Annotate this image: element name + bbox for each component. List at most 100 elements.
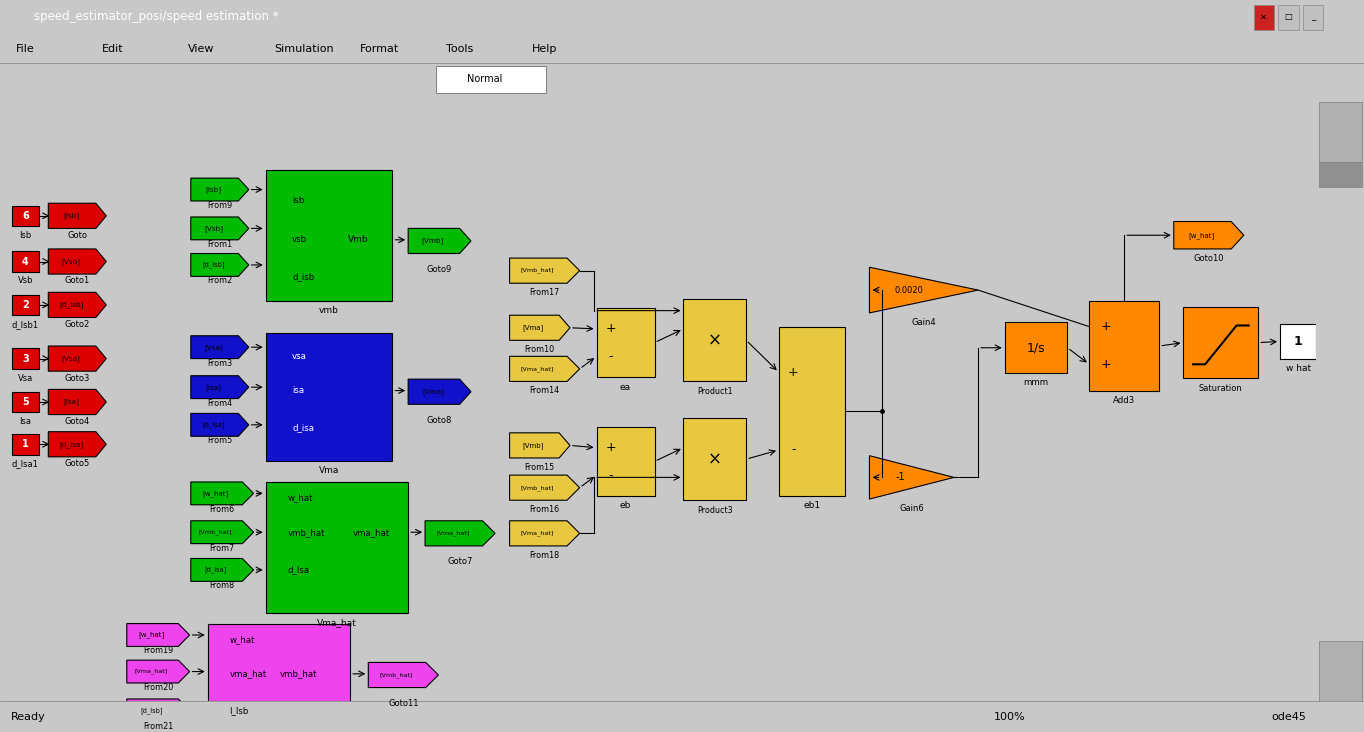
Polygon shape [869, 267, 978, 313]
Bar [12, 251, 38, 272]
Text: 5: 5 [22, 397, 29, 407]
Polygon shape [48, 292, 106, 318]
Bar [12, 348, 38, 369]
Polygon shape [368, 662, 438, 687]
Text: vmb: vmb [319, 306, 340, 315]
Text: 1: 1 [1294, 335, 1303, 348]
Polygon shape [426, 520, 495, 546]
Text: [Vma]: [Vma] [522, 324, 544, 331]
Polygon shape [48, 203, 106, 228]
Bar [1254, 5, 1274, 30]
Text: Vmb: Vmb [348, 235, 368, 244]
Text: Isa: Isa [19, 417, 31, 426]
Text: Goto5: Goto5 [64, 459, 90, 468]
Polygon shape [510, 433, 570, 458]
Bar [1319, 163, 1361, 187]
Polygon shape [510, 475, 580, 500]
Polygon shape [869, 456, 953, 499]
Text: Gain4: Gain4 [911, 318, 936, 326]
Text: From15: From15 [525, 463, 555, 471]
Text: Vsb: Vsb [18, 277, 33, 285]
Text: Simulation: Simulation [274, 44, 334, 54]
Text: Normal: Normal [466, 74, 502, 83]
Text: From5: From5 [207, 436, 232, 445]
Polygon shape [510, 356, 580, 381]
Text: 0.0020: 0.0020 [895, 285, 923, 294]
Text: [Vma]: [Vma] [421, 389, 443, 395]
Polygon shape [191, 414, 248, 436]
Text: [Vmb_hat]: [Vmb_hat] [199, 529, 232, 535]
Text: Gain6: Gain6 [899, 504, 923, 512]
Text: isb: isb [292, 196, 304, 206]
Text: [d_Isa]: [d_Isa] [205, 567, 226, 573]
Text: vsb: vsb [292, 235, 307, 244]
Text: +: + [606, 322, 617, 335]
Text: Saturation: Saturation [1199, 384, 1243, 393]
Text: w hat: w hat [1286, 365, 1311, 373]
Text: eb: eb [619, 501, 632, 510]
Text: ×: × [708, 332, 722, 349]
Text: Ready: Ready [11, 712, 45, 722]
Text: [Isa]: [Isa] [63, 399, 79, 406]
Text: View: View [188, 44, 214, 54]
Text: [Vsa]: [Vsa] [61, 355, 80, 362]
Polygon shape [191, 336, 248, 359]
Text: I_Isb: I_Isb [229, 706, 248, 715]
Text: vmb_hat: vmb_hat [288, 528, 325, 537]
Text: eb1: eb1 [803, 501, 821, 510]
Text: speed_estimator_posi/speed estimation *: speed_estimator_posi/speed estimation * [34, 10, 278, 23]
Text: From17: From17 [529, 288, 559, 297]
Bar [1005, 322, 1068, 373]
Text: vma_hat: vma_hat [229, 669, 267, 679]
Text: From16: From16 [529, 505, 559, 514]
Text: [Vsb]: [Vsb] [61, 258, 80, 265]
Text: vmb_hat: vmb_hat [280, 669, 318, 679]
Text: [Vmb_hat]: [Vmb_hat] [379, 672, 413, 678]
Text: File: File [16, 44, 35, 54]
Bar [436, 67, 546, 93]
Bar [596, 308, 655, 377]
Text: From2: From2 [207, 277, 232, 285]
Text: From4: From4 [207, 399, 232, 408]
Text: [Isa]: [Isa] [206, 384, 221, 391]
Text: [Vmb_hat]: [Vmb_hat] [521, 268, 554, 274]
Text: 100%: 100% [993, 712, 1026, 722]
Text: [Vsb]: [Vsb] [205, 225, 224, 232]
Text: From19: From19 [143, 646, 173, 655]
Text: [Vma_hat]: [Vma_hat] [135, 669, 168, 674]
Text: Goto: Goto [67, 231, 87, 240]
Text: [d_Isb]: [d_Isb] [140, 707, 162, 714]
Text: Goto10: Goto10 [1194, 253, 1224, 263]
Text: From8: From8 [210, 581, 235, 591]
Polygon shape [191, 217, 248, 240]
Text: Goto9: Goto9 [427, 265, 453, 274]
Text: Vma_hat: Vma_hat [316, 618, 357, 627]
Text: isa: isa [292, 386, 304, 395]
Polygon shape [191, 376, 248, 398]
Polygon shape [408, 228, 471, 253]
Bar [1279, 324, 1316, 359]
Text: -: - [608, 350, 614, 363]
Text: From10: From10 [525, 345, 555, 354]
Text: Vma: Vma [319, 466, 340, 475]
Text: d_Isa: d_Isa [288, 565, 310, 575]
Text: Add3: Add3 [1113, 396, 1135, 406]
Text: From20: From20 [143, 683, 173, 692]
Text: From21: From21 [143, 722, 173, 731]
Text: Isb: Isb [19, 231, 31, 240]
Text: [w_hat]: [w_hat] [1188, 232, 1214, 239]
Text: 4: 4 [22, 256, 29, 266]
Text: w_hat: w_hat [229, 635, 255, 644]
Text: 2: 2 [22, 300, 29, 310]
Text: w_hat: w_hat [288, 493, 312, 502]
Bar [1319, 640, 1361, 701]
Text: -: - [791, 444, 795, 457]
Polygon shape [127, 660, 190, 683]
Text: [Vmb]: [Vmb] [421, 238, 445, 244]
Text: +: + [1101, 320, 1112, 333]
Text: d_Isa1: d_Isa1 [12, 459, 38, 468]
Polygon shape [127, 624, 190, 646]
Text: [d_Isb]: [d_Isb] [59, 302, 83, 308]
Polygon shape [510, 315, 570, 340]
Text: -: - [608, 468, 614, 482]
